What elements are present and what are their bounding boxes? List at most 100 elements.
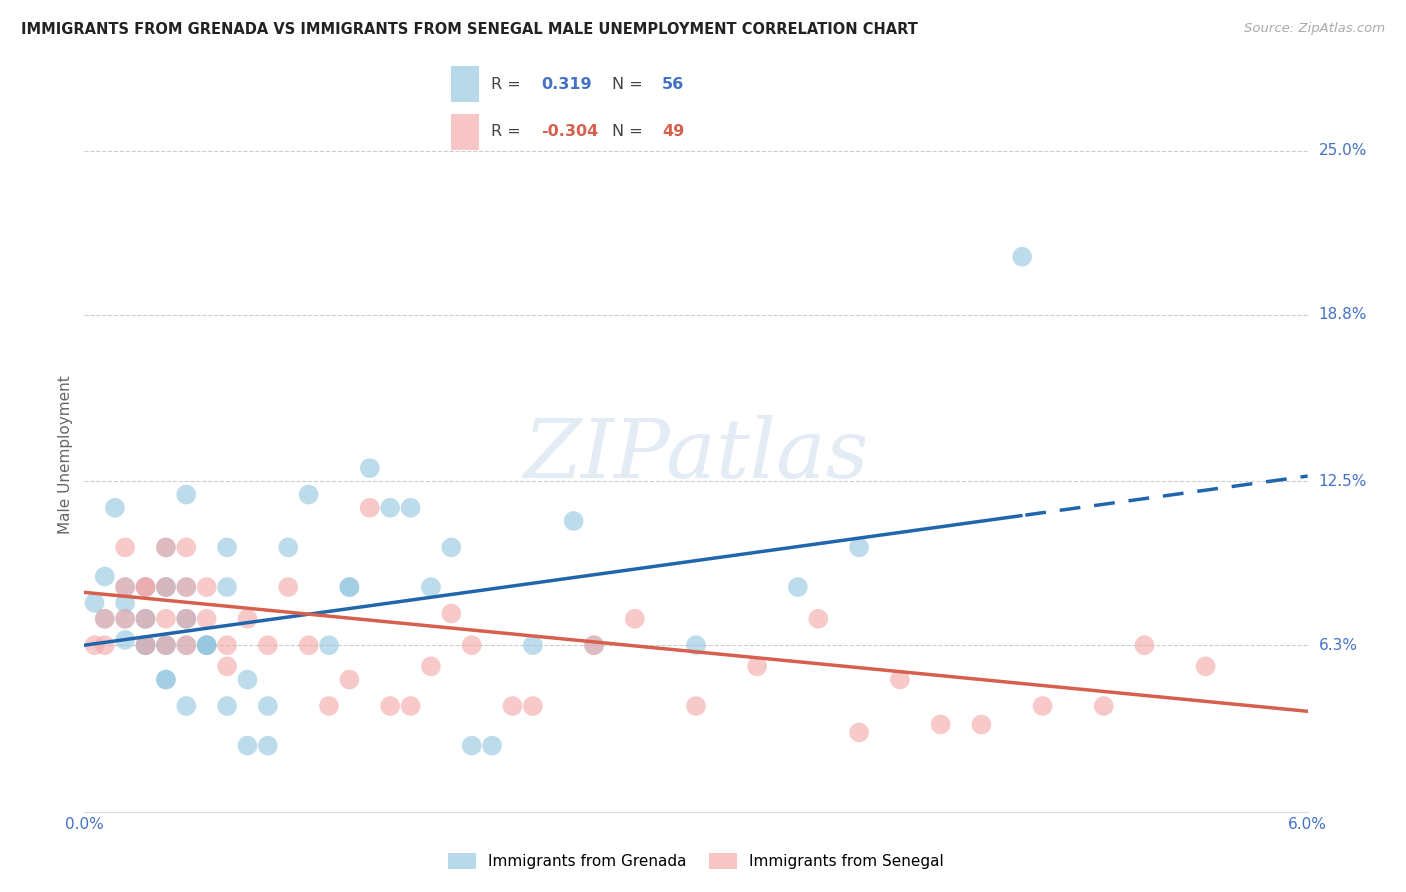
Point xyxy=(217,580,239,594)
Text: N =: N = xyxy=(612,77,643,92)
Point xyxy=(217,638,239,652)
Text: R =: R = xyxy=(491,124,520,139)
Bar xyxy=(451,114,479,150)
Point xyxy=(807,612,830,626)
Y-axis label: Male Unemployment: Male Unemployment xyxy=(58,376,73,534)
Point xyxy=(257,739,280,753)
Point xyxy=(380,698,402,713)
Point xyxy=(929,717,952,731)
Text: 6.3%: 6.3% xyxy=(1319,638,1358,653)
Text: 49: 49 xyxy=(662,124,685,139)
Point xyxy=(1195,659,1218,673)
Point xyxy=(298,487,321,501)
Point xyxy=(155,673,177,687)
Point xyxy=(135,612,157,626)
Point xyxy=(104,500,127,515)
Point xyxy=(1092,698,1115,713)
Point xyxy=(155,638,177,652)
Point xyxy=(257,698,280,713)
Text: 0.319: 0.319 xyxy=(541,77,592,92)
Point xyxy=(195,638,218,652)
Point xyxy=(114,596,136,610)
Bar xyxy=(451,66,479,102)
Point xyxy=(236,673,259,687)
Text: N =: N = xyxy=(612,124,643,139)
Point xyxy=(848,541,870,555)
Point xyxy=(135,580,157,594)
Point xyxy=(93,612,115,626)
Point xyxy=(522,638,544,652)
Point xyxy=(174,580,197,594)
Point xyxy=(420,580,443,594)
Point xyxy=(135,580,157,594)
Point xyxy=(135,638,157,652)
Text: ZIPatlas: ZIPatlas xyxy=(523,415,869,495)
Point xyxy=(440,607,463,621)
Point xyxy=(93,569,115,583)
Point xyxy=(685,698,707,713)
Point xyxy=(420,659,443,673)
Point xyxy=(339,673,361,687)
Point xyxy=(257,638,280,652)
Point xyxy=(787,580,810,594)
Point xyxy=(848,725,870,739)
Point xyxy=(217,541,239,555)
Point xyxy=(195,580,218,594)
Point xyxy=(440,541,463,555)
Point xyxy=(174,487,197,501)
Point xyxy=(399,500,422,515)
Point xyxy=(583,638,606,652)
Point xyxy=(298,638,321,652)
Point xyxy=(155,638,177,652)
Point xyxy=(236,739,259,753)
Point xyxy=(195,638,218,652)
Point xyxy=(114,580,136,594)
Point xyxy=(174,612,197,626)
Point xyxy=(217,659,239,673)
Point xyxy=(685,638,707,652)
Point xyxy=(174,612,197,626)
Point xyxy=(339,580,361,594)
Point xyxy=(114,612,136,626)
Point xyxy=(522,698,544,713)
Point xyxy=(217,698,239,713)
Point xyxy=(155,638,177,652)
Point xyxy=(502,698,524,713)
Point xyxy=(399,698,422,713)
Point xyxy=(135,612,157,626)
Point xyxy=(135,612,157,626)
Point xyxy=(318,698,340,713)
Point xyxy=(174,612,197,626)
Point xyxy=(359,500,381,515)
Point xyxy=(970,717,993,731)
Point xyxy=(481,739,503,753)
Point xyxy=(889,673,911,687)
Point xyxy=(114,541,136,555)
Point xyxy=(114,580,136,594)
Point xyxy=(195,612,218,626)
Point xyxy=(155,580,177,594)
Point xyxy=(155,612,177,626)
Text: 56: 56 xyxy=(662,77,685,92)
Point xyxy=(277,580,299,594)
Point xyxy=(93,612,115,626)
Text: 12.5%: 12.5% xyxy=(1319,474,1367,489)
Text: R =: R = xyxy=(491,77,520,92)
Legend: Immigrants from Grenada, Immigrants from Senegal: Immigrants from Grenada, Immigrants from… xyxy=(441,847,950,875)
Point xyxy=(155,580,177,594)
Point xyxy=(93,638,115,652)
Point xyxy=(461,739,484,753)
Point xyxy=(236,612,259,626)
Point xyxy=(1032,698,1054,713)
Point xyxy=(155,541,177,555)
Point xyxy=(624,612,647,626)
Point xyxy=(339,580,361,594)
Point xyxy=(83,638,105,652)
Point xyxy=(195,638,218,652)
Point xyxy=(155,673,177,687)
Point xyxy=(174,638,197,652)
Point xyxy=(135,638,157,652)
Point xyxy=(277,541,299,555)
Point xyxy=(174,580,197,594)
Point xyxy=(747,659,769,673)
